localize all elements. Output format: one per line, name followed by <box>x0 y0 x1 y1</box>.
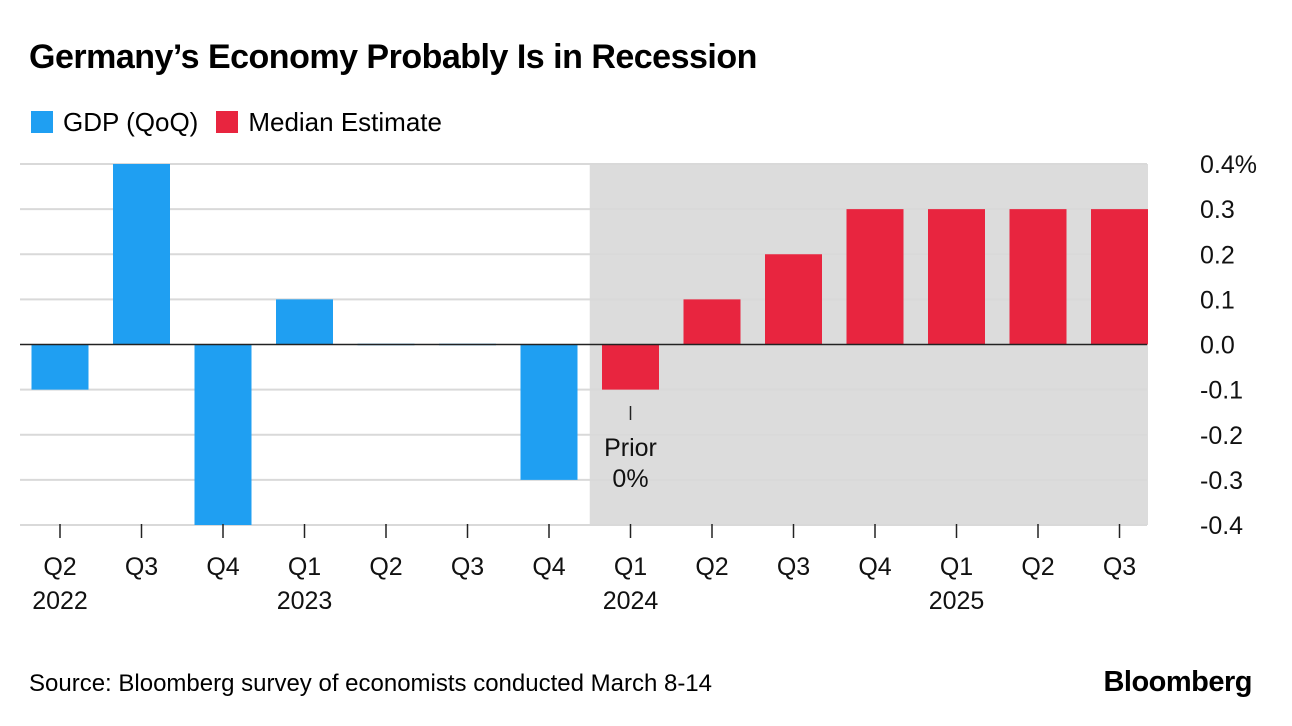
bar-chart: 0.4% 0.3 0.2 0.1 0.0 -0.1 -0.2 -0.3 -0.4 Q2 Q3 Q4 Q1… <box>20 151 1257 615</box>
gdp-bar <box>520 344 578 480</box>
estimate-bar <box>1091 209 1148 345</box>
x-tick-label: Q4 <box>532 553 565 581</box>
annotation-label: 0% <box>612 465 648 493</box>
source-note: Source: Bloomberg survey of economists c… <box>29 670 713 697</box>
y-tick-label: 0.3 <box>1200 196 1235 224</box>
x-tick-label: Q3 <box>451 553 484 581</box>
legend-label-estimate: Median Estimate <box>248 106 442 137</box>
x-tick-label: Q3 <box>125 553 158 581</box>
legend: GDP (QoQ) Median Estimate <box>31 106 460 138</box>
estimate-bar <box>602 344 659 390</box>
x-tick-label: Q1 <box>940 553 973 581</box>
y-tick-label: 0.2 <box>1200 241 1235 269</box>
x-tick-label: Q4 <box>858 553 891 581</box>
estimate-bar <box>765 254 822 345</box>
gdp-bar <box>194 344 252 525</box>
x-tick-label: Q3 <box>1103 553 1136 581</box>
x-tick-label: Q2 <box>695 553 728 581</box>
legend-swatch-gdp <box>31 111 53 133</box>
x-tick-label: Q4 <box>206 553 239 581</box>
x-tick-label: Q1 <box>614 553 647 581</box>
y-tick-label: 0.4% <box>1200 151 1257 179</box>
year-label: 2022 <box>32 587 88 615</box>
legend-item-estimate: Median Estimate <box>216 107 442 138</box>
estimate-bar <box>683 299 741 345</box>
legend-swatch-estimate <box>216 111 239 133</box>
legend-item-gdp: GDP (QoQ) <box>31 107 198 138</box>
x-tick-label: Q3 <box>777 553 810 581</box>
y-tick-label: -0.1 <box>1200 377 1243 405</box>
y-tick-label: 0.1 <box>1200 286 1235 314</box>
estimate-bar <box>846 209 904 345</box>
y-tick-label: -0.2 <box>1200 422 1243 450</box>
x-tick-label: Q2 <box>369 553 402 581</box>
legend-label-gdp: GDP (QoQ) <box>63 106 199 137</box>
chart-title: Germany’s Economy Probably Is in Recessi… <box>29 38 757 76</box>
x-tick-label: Q2 <box>43 553 76 581</box>
year-label: 2024 <box>603 587 659 615</box>
x-tick-label: Q2 <box>1021 553 1054 581</box>
bloomberg-logo: Bloomberg <box>1103 666 1252 698</box>
x-tick-label: Q1 <box>288 553 321 581</box>
gdp-bar <box>31 344 89 390</box>
y-tick-label: -0.3 <box>1200 467 1243 495</box>
estimate-bar <box>1009 209 1067 345</box>
gdp-bar <box>113 164 170 345</box>
annotation-label: Prior <box>604 434 657 462</box>
y-tick-label: -0.4 <box>1200 512 1243 540</box>
estimate-bar <box>928 209 985 345</box>
y-tick-label: 0.0 <box>1200 332 1235 360</box>
year-label: 2023 <box>277 587 333 615</box>
gdp-bar <box>276 299 333 345</box>
year-label: 2025 <box>929 587 985 615</box>
